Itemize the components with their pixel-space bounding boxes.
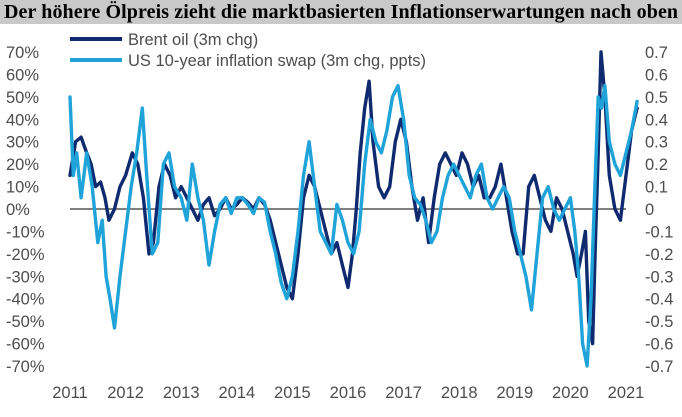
y-left-tick-label: -70% — [6, 358, 45, 376]
x-tick-label: 2016 — [330, 384, 367, 402]
y-right-tick-label: 0.6 — [645, 66, 668, 84]
x-tick-label: 2017 — [385, 384, 422, 402]
y-left-tick-label: 10% — [6, 179, 39, 197]
y-left-tick-label: -20% — [6, 246, 45, 264]
y-right-tick-label: -0.2 — [645, 246, 673, 264]
x-tick-label: 2018 — [441, 384, 478, 402]
y-left-tick-label: 20% — [6, 156, 39, 174]
x-tick-label: 2020 — [552, 384, 589, 402]
y-left-tick-label: 0% — [6, 201, 30, 219]
y-right-tick-label: 0.7 — [645, 44, 668, 62]
y-right-tick-label: 0 — [645, 201, 654, 219]
y-axis-right: 0.7 0.6 0.5 0.4 0.3 0.2 0.1 0 -0.1 -0.2 -0.3 -0.4 -0… — [645, 44, 673, 376]
y-right-tick-label: -0.3 — [645, 268, 673, 286]
y-right-tick-label: -0.5 — [645, 313, 673, 331]
y-right-tick-label: 0.4 — [645, 111, 668, 129]
y-right-tick-label: -0.7 — [645, 358, 673, 376]
y-right-tick-label: -0.4 — [645, 291, 673, 309]
y-axis-left: 70% 60% 50% 40% 30% 20% 10% 0% -10% -20% -30% -40% -… — [6, 44, 45, 376]
y-left-tick-label: -50% — [6, 313, 45, 331]
y-left-tick-label: -30% — [6, 268, 45, 286]
y-left-tick-label: 60% — [6, 66, 39, 84]
series-group — [68, 50, 639, 368]
y-left-tick-label: -10% — [6, 223, 45, 241]
title-bar: Der höhere Ölpreis zieht die marktbasier… — [0, 0, 682, 24]
legend-label-swap: US 10-year inflation swap (3m chg, ppts) — [128, 52, 426, 70]
y-left-tick-label: 50% — [6, 89, 39, 107]
y-left-tick-label: 30% — [6, 134, 39, 152]
y-right-tick-label: 0.1 — [645, 179, 668, 197]
y-right-tick-label: 0.2 — [645, 156, 668, 174]
y-left-tick-label: -40% — [6, 291, 45, 309]
legend: Brent oil (3m chg) US 10-year inflation … — [70, 31, 426, 70]
legend-label-brent: Brent oil (3m chg) — [128, 31, 258, 49]
y-right-tick-label: -0.6 — [645, 336, 673, 354]
x-tick-label: 2011 — [52, 384, 87, 402]
x-axis: 2011 2012 2013 2014 2015 2016 2017 2018 2019 2020… — [52, 384, 644, 402]
series-line-swap — [68, 83, 639, 368]
y-left-tick-label: 40% — [6, 111, 39, 129]
y-left-tick-label: -60% — [6, 336, 45, 354]
x-tick-label: 2021 — [608, 384, 645, 402]
y-left-tick-label: 70% — [6, 44, 39, 62]
y-right-tick-label: -0.1 — [645, 223, 673, 241]
y-right-tick-label: 0.5 — [645, 89, 668, 107]
x-tick-label: 2013 — [163, 384, 200, 402]
x-tick-label: 2019 — [496, 384, 533, 402]
x-tick-label: 2012 — [107, 384, 144, 402]
y-right-tick-label: 0.3 — [645, 134, 668, 152]
chart-title: Der höhere Ölpreis zieht die marktbasier… — [4, 1, 679, 23]
x-tick-label: 2015 — [274, 384, 311, 402]
x-tick-label: 2014 — [218, 384, 255, 402]
